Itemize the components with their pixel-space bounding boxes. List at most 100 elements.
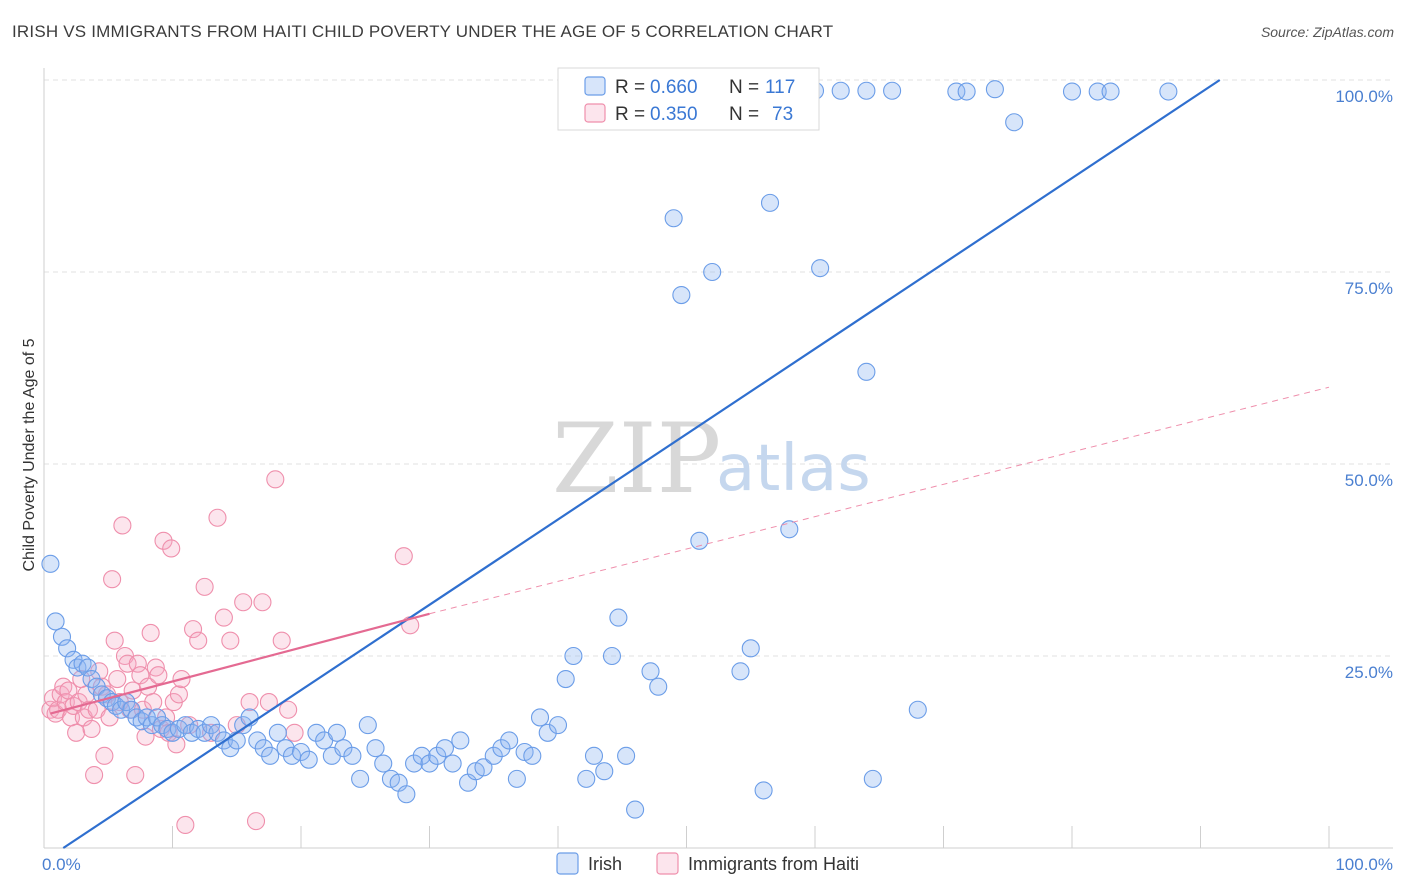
y-tick-label: 75.0%: [1345, 279, 1393, 298]
irish-point: [484, 746, 503, 765]
legend-irish-r-value: 0.660: [650, 77, 698, 98]
legend-haiti-n-label: N =: [729, 104, 759, 125]
irish-point: [649, 677, 668, 696]
irish-point: [556, 669, 575, 689]
haiti-point: [195, 577, 214, 596]
haiti-point: [154, 531, 173, 550]
chart-title: IRISH VS IMMIGRANTS FROM HAITI CHILD POV…: [12, 22, 834, 41]
irish-point: [754, 781, 773, 800]
haiti-point: [208, 508, 227, 527]
x-tick-label: 0.0%: [42, 855, 81, 874]
haiti-point: [394, 547, 413, 566]
source-label: Source: ZipAtlas.com: [1260, 24, 1394, 40]
irish-point: [358, 716, 377, 735]
irish-point: [577, 769, 596, 788]
irish-point: [602, 646, 622, 666]
irish-point: [538, 723, 557, 742]
legend-haiti-n-value: 73: [772, 104, 793, 125]
irish-point: [492, 739, 511, 758]
irish-point: [564, 646, 583, 666]
irish-point: [261, 746, 280, 765]
haiti-point: [85, 765, 104, 785]
y-tick-label: 25.0%: [1345, 663, 1393, 682]
irish-point: [276, 739, 295, 758]
legend-haiti-r-value: 0.350: [650, 104, 698, 125]
legend-irish-r-label: R =: [615, 77, 645, 98]
bottom-legend-haiti-label: Immigrants from Haiti: [688, 854, 859, 874]
irish-point: [1159, 82, 1178, 101]
irish-point: [947, 82, 966, 101]
irish-point: [208, 723, 227, 742]
haiti-point: [67, 723, 86, 742]
irish-point: [985, 80, 1004, 99]
bottom-legend: Irish Immigrants from Haiti: [556, 852, 859, 875]
haiti-point: [167, 735, 186, 754]
irish-point: [863, 769, 882, 788]
watermark-atlas: atlas: [716, 432, 871, 506]
irish-point: [1088, 82, 1107, 101]
irish-point: [908, 700, 927, 719]
irish-point: [343, 746, 362, 765]
irish-point: [857, 81, 876, 100]
irish-point: [366, 739, 385, 758]
haiti-point: [144, 693, 163, 712]
irish-point: [672, 285, 691, 305]
irish-point: [626, 800, 645, 819]
y-tick-labels: 25.0% 50.0% 75.0% 100.0%: [1335, 87, 1393, 682]
series-irish-points: [41, 80, 1178, 819]
irish-point: [221, 739, 240, 758]
irish-point: [584, 746, 604, 765]
haiti-point: [90, 662, 109, 681]
legend-haiti-swatch: [584, 103, 606, 123]
axes: [43, 68, 1393, 849]
irish-point: [299, 750, 318, 769]
irish-point: [741, 639, 760, 658]
irish-point: [507, 769, 526, 788]
irish-point: [500, 731, 519, 750]
irish-point: [664, 209, 683, 228]
irish-point: [957, 82, 976, 101]
irish-point: [595, 762, 614, 781]
irish-point: [41, 554, 60, 573]
haiti-point: [162, 539, 181, 558]
haiti-point: [141, 623, 160, 643]
series-haiti-points: [41, 470, 420, 835]
irish-point: [248, 731, 267, 750]
legend-box: [557, 67, 820, 131]
irish-point: [523, 746, 542, 765]
irish-point: [831, 81, 850, 100]
haiti-point: [272, 631, 291, 650]
irish-point: [530, 708, 550, 727]
irish-point: [451, 731, 470, 750]
haiti-point: [82, 719, 101, 739]
x-tick-labels: 0.0% 100.0%: [42, 855, 1393, 874]
haiti-trend-line: [50, 612, 430, 715]
legend-irish-n-value: 117: [765, 77, 795, 98]
haiti-point: [253, 593, 272, 612]
haiti-point: [221, 631, 240, 650]
haiti-point: [118, 654, 137, 673]
irish-point: [268, 723, 287, 742]
irish-point: [811, 259, 830, 278]
irish-point: [428, 746, 447, 765]
irish-point: [474, 758, 493, 777]
haiti-point: [136, 727, 155, 746]
irish-point: [52, 627, 72, 646]
trend-lines: [50, 79, 1330, 849]
haiti-point: [246, 812, 266, 831]
grid-lines: [44, 79, 1393, 657]
haiti-point: [105, 631, 124, 650]
bottom-legend-irish-label: Irish: [588, 854, 622, 874]
y-axis-title: Child Poverty Under the Age of 5: [21, 338, 38, 571]
bottom-legend-irish-swatch: [556, 852, 579, 875]
irish-point: [420, 754, 439, 773]
irish-point: [202, 716, 221, 735]
haiti-point: [113, 516, 132, 535]
irish-point: [1062, 82, 1082, 101]
irish-trend-line: [62, 79, 1221, 849]
irish-point: [412, 746, 431, 765]
irish-point: [641, 662, 660, 681]
irish-point: [548, 716, 568, 735]
haiti-point: [108, 669, 127, 689]
